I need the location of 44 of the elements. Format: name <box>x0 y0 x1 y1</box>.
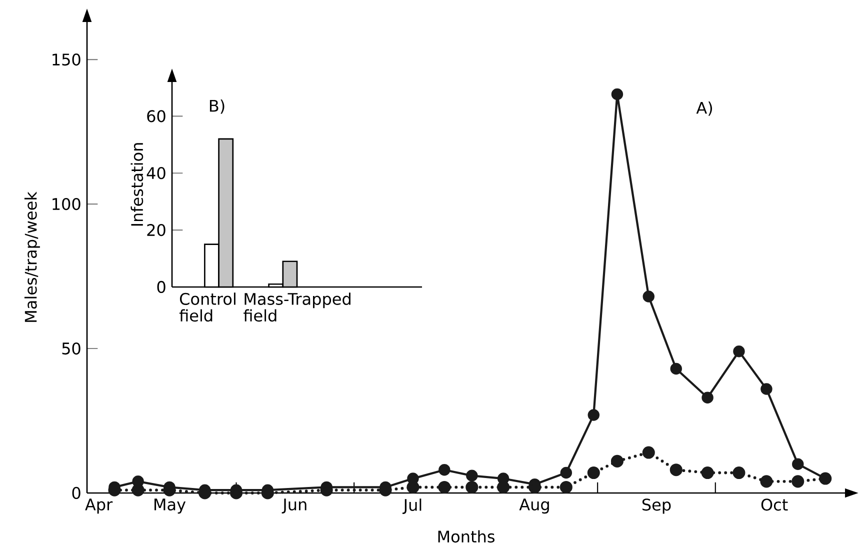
point <box>701 466 714 480</box>
x-tick-label: May <box>154 498 186 514</box>
point <box>642 290 655 302</box>
y-tick-label: 50 <box>62 342 80 355</box>
y-axis-title: Males/trap/week <box>24 192 40 322</box>
point <box>560 466 572 479</box>
point <box>670 362 682 375</box>
y-tick-label: 150 <box>52 54 80 66</box>
x-tick-label: Jun <box>282 498 306 514</box>
y-tick-label: 0 <box>72 486 80 500</box>
y-axis-title: Infestation <box>130 143 144 226</box>
point <box>466 470 478 482</box>
point <box>732 466 746 480</box>
point <box>702 392 714 404</box>
point <box>611 88 624 100</box>
y-tick-label: 20 <box>147 224 166 236</box>
point <box>588 409 600 421</box>
point <box>760 475 773 488</box>
x-tick-label: Oct <box>761 498 788 511</box>
point <box>466 480 478 494</box>
text: A) <box>696 102 712 116</box>
text: B) <box>210 99 224 114</box>
point <box>610 454 624 468</box>
y-tick-label: 0 <box>157 280 166 294</box>
point <box>792 458 804 470</box>
point <box>438 480 451 494</box>
x-tick-label: Apr <box>85 498 113 514</box>
x-tick-label: Jul <box>402 498 422 514</box>
point <box>733 346 745 358</box>
x-tick-label: Control field <box>179 292 236 322</box>
point <box>438 464 450 476</box>
point <box>587 466 600 480</box>
x-tick-label: Aug <box>519 498 549 514</box>
x-tick-label: Mass-Trapped field <box>244 292 350 322</box>
point <box>670 464 682 476</box>
point <box>560 480 572 494</box>
point <box>760 383 772 395</box>
point <box>792 475 804 488</box>
x-axis-title: Months <box>438 530 494 543</box>
y-tick-label: 40 <box>146 167 166 180</box>
y-tick-label: 60 <box>147 110 166 122</box>
point <box>642 446 655 459</box>
x-tick-label: Sep <box>642 498 671 514</box>
y-tick-label: 100 <box>52 198 80 210</box>
